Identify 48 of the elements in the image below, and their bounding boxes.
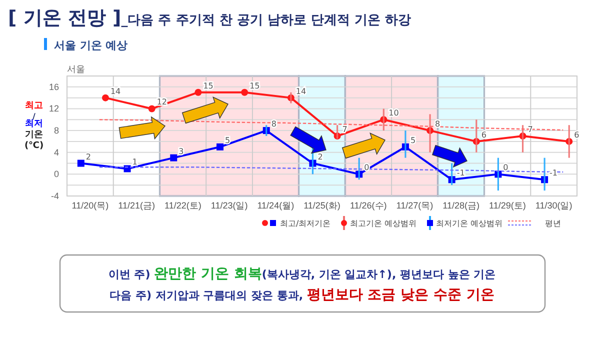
x-tick-label: 11/28(금) — [442, 200, 480, 210]
line-series — [98, 119, 564, 131]
data-label: 7 — [528, 125, 533, 134]
chart-title: [ 기온 전망 ]_다음 주 주기적 찬 공기 남하로 단계적 기온 하강 — [8, 7, 411, 29]
x-tick-label: 11/29(토) — [489, 200, 526, 210]
data-label: 6 — [574, 130, 580, 140]
x-tick-label: 11/21(금) — [118, 200, 155, 210]
x-tick-label: 11/27(목) — [396, 200, 434, 210]
legend-label: 최고/최저기온 — [280, 219, 331, 228]
data-label: 1 — [132, 158, 138, 167]
data-label: 2 — [86, 152, 92, 162]
data-label: 0 — [503, 163, 508, 172]
data-label: 6 — [481, 130, 486, 140]
y-tick-label: -4 — [50, 190, 59, 201]
x-tick-label: 11/24(월) — [257, 200, 294, 210]
data-label: 10 — [388, 108, 399, 118]
y-tick-label: 16 — [48, 82, 59, 92]
legend-label: 평년 — [545, 219, 561, 228]
text: 다음 주) 저기압과 구름대의 잦은 통과, — [110, 289, 307, 302]
chart-subtitle: 서울 기온 예상 — [54, 39, 128, 52]
data-label: 3 — [178, 146, 184, 156]
y-axis-title: 최고 / 최저 기온 (℃) — [24, 101, 44, 151]
x-tick-label: 11/23(일) — [210, 200, 248, 210]
data-label: 5 — [410, 136, 416, 145]
x-tick-label: 11/26(수) — [350, 200, 387, 210]
data-label: 15 — [203, 81, 214, 90]
data-label: 7 — [342, 125, 348, 134]
text: (복사냉각, 기온 일교차↑), 평년보다 높은 기온 — [262, 268, 496, 281]
text: 이번 주) — [108, 268, 154, 281]
text: 최저기온 예상범위 — [436, 219, 503, 228]
data-label: -1 — [456, 168, 465, 178]
text: 최고기온 예상범위 — [350, 219, 417, 228]
data-label: 15 — [250, 81, 260, 90]
x-tick-label: 11/20(목) — [72, 200, 109, 210]
data-label: 14 — [110, 86, 121, 96]
y-tick-label: 12 — [48, 104, 59, 114]
x-tick-label: 11/22(토) — [164, 200, 202, 210]
x-tick-label: 11/30(일) — [535, 200, 572, 210]
data-label: -1 — [550, 168, 558, 178]
x-tick-label: 11/25(화) — [304, 200, 340, 210]
text: 평년보다 조금 낮은 수준 기온 — [306, 287, 494, 303]
data-label: 2 — [318, 152, 323, 162]
y-tick-label: 0 — [54, 169, 59, 180]
text: 서울 — [67, 65, 85, 75]
data-label: 5 — [225, 136, 230, 145]
text: 완만한 기온 회복 — [154, 266, 262, 282]
y-tick-label: 4 — [54, 147, 59, 158]
y-tick-label: 8 — [54, 125, 59, 136]
